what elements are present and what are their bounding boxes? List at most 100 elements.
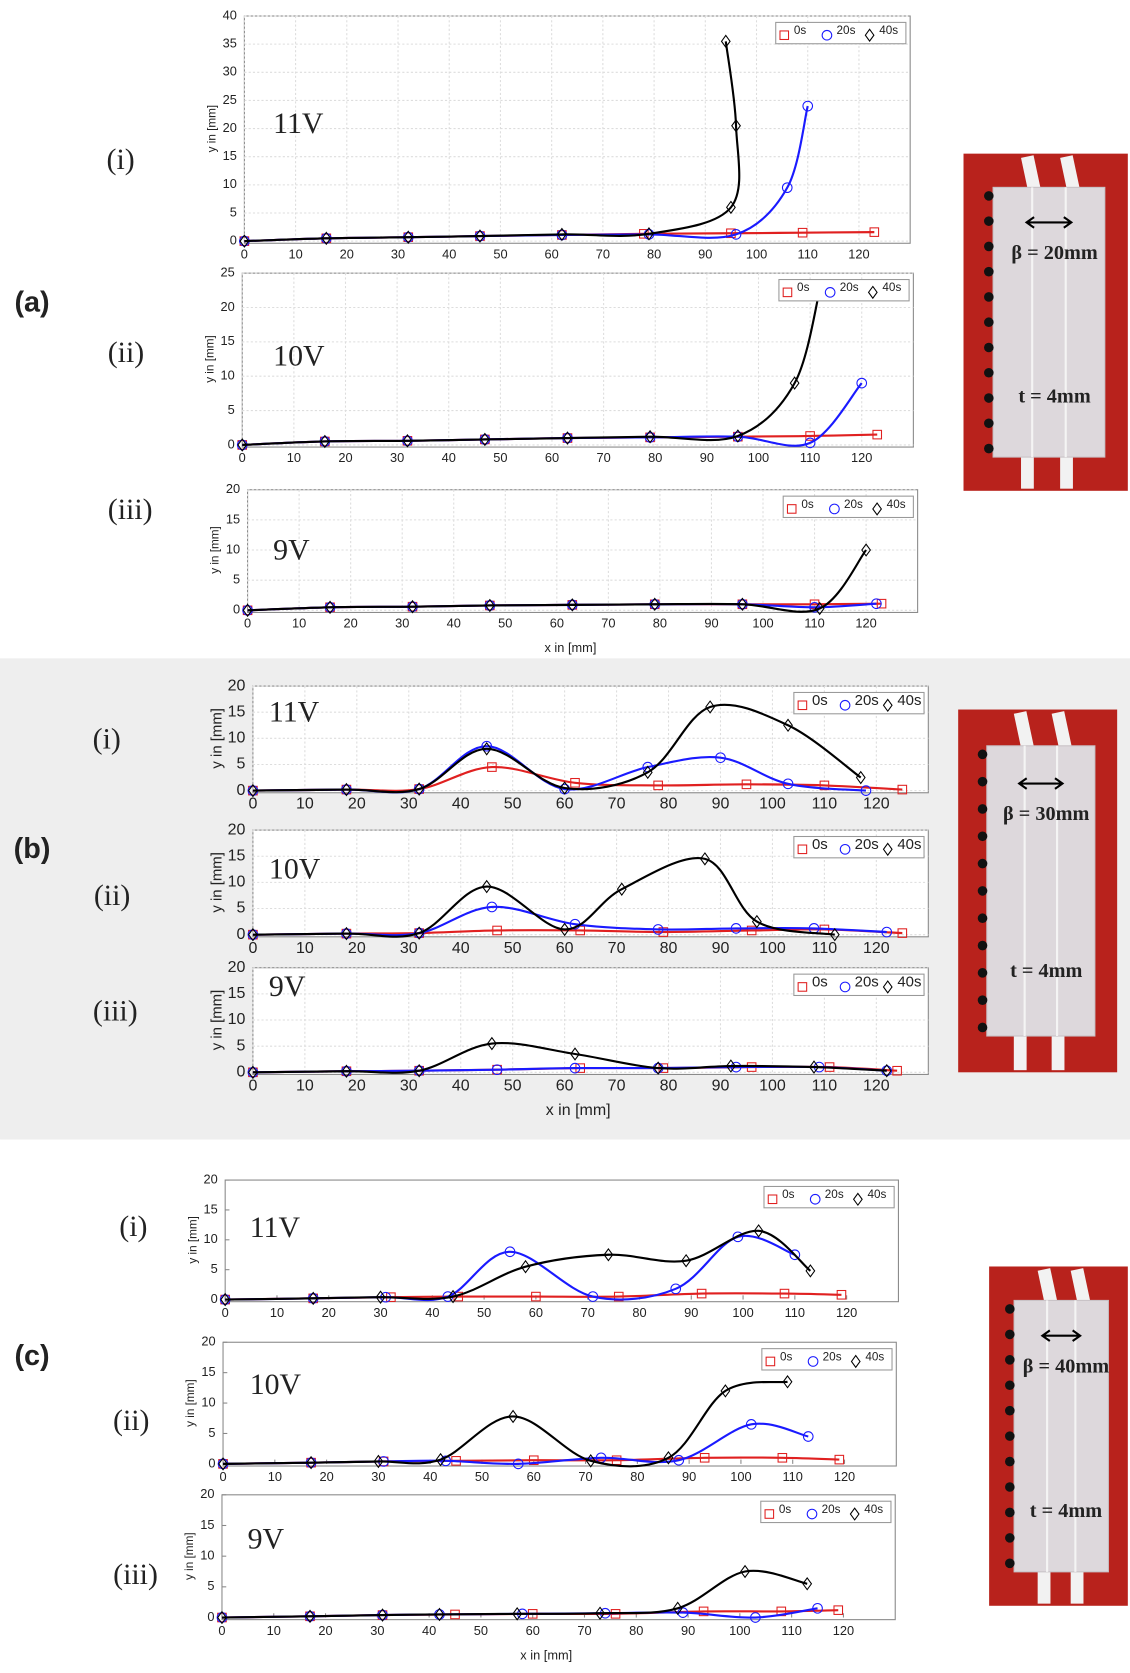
marker (732, 429, 743, 443)
marker (595, 1606, 605, 1620)
photo-dot (1005, 1507, 1015, 1518)
marker (726, 228, 736, 239)
y-axis-label: y in [mm] (209, 852, 226, 913)
marker (242, 603, 253, 618)
x-tick-label: 100 (759, 1077, 786, 1094)
photo-tab (1060, 450, 1073, 489)
marker (305, 1609, 315, 1624)
marker (836, 1289, 847, 1300)
x-tick-label: 10 (296, 1077, 314, 1094)
x-tick-label: 30 (390, 450, 404, 465)
x-tick-label: 20 (340, 246, 354, 261)
x-tick-label: 60 (527, 1469, 541, 1484)
marker (325, 600, 335, 615)
x-tick-label: 80 (630, 1469, 644, 1484)
legend-label: 0s (794, 24, 807, 37)
legend-marker (765, 1356, 776, 1367)
legend-label: 40s (897, 692, 921, 709)
marker (239, 234, 250, 248)
marker (672, 1601, 683, 1616)
marker (247, 1065, 258, 1080)
legend-marker (849, 1507, 860, 1521)
x-tick-label: 100 (759, 940, 786, 957)
legend-marker (797, 700, 808, 711)
x-tick-label: 30 (391, 246, 405, 261)
thickness-label: t = 4mm (1010, 960, 1082, 982)
legend-marker (882, 980, 893, 994)
marker (377, 1608, 388, 1622)
marker (528, 1455, 539, 1466)
photo-dot (984, 266, 994, 277)
series-line (252, 1041, 887, 1074)
x-tick-label: 20 (348, 1077, 366, 1094)
marker (321, 231, 332, 246)
marker (649, 597, 660, 612)
marker (789, 1249, 801, 1261)
legend-label: 0s (801, 498, 814, 511)
x-tick-label: 80 (647, 246, 661, 261)
photo-tab (1037, 1268, 1059, 1311)
marker (570, 1047, 580, 1061)
x-tick-label: 40 (423, 1469, 437, 1484)
marker (855, 770, 866, 785)
y-tick-label: 10 (228, 1011, 246, 1028)
marker (569, 1062, 581, 1074)
x-tick-label: 10 (267, 1623, 281, 1638)
x-tick-label: 10 (292, 616, 306, 631)
marker (414, 1063, 425, 1078)
photo-dot (977, 858, 988, 869)
marker (782, 778, 794, 790)
marker (699, 852, 710, 866)
legend (763, 1185, 895, 1209)
legend-label: 0s (780, 1350, 793, 1363)
marker (611, 1455, 622, 1466)
legend-label: 20s (840, 281, 859, 294)
chart: 0 5 10 15 20 0 10 20 30 40 50 60 70 80 90 100 110 120 y in… (209, 821, 929, 957)
legend-label: 0s (812, 974, 828, 991)
marker (809, 1060, 819, 1074)
legend-label: 20s (855, 692, 879, 709)
x-tick-label: 110 (812, 796, 838, 813)
x-tick-label: 90 (712, 940, 730, 957)
x-tick-label: 90 (712, 1077, 730, 1094)
y-tick-label: 25 (223, 92, 237, 107)
marker (741, 779, 752, 790)
x-tick-label: 120 (863, 940, 890, 957)
row-label: (iii) (108, 493, 153, 526)
series-line (221, 1569, 808, 1619)
legend (775, 21, 907, 45)
x-axis-label: x in [mm] (546, 1102, 611, 1119)
y-tick-label: 35 (223, 36, 237, 51)
photo-dot (984, 292, 994, 302)
y-tick-label: 20 (201, 1334, 215, 1349)
beta-label: β = 40mm (1023, 1355, 1110, 1377)
x-tick-label: 30 (400, 1077, 418, 1094)
legend-label: 40s (867, 1188, 886, 1201)
marker (789, 376, 800, 390)
legend-marker (872, 502, 883, 516)
x-tick-label: 0 (219, 1469, 226, 1484)
x-tick-label: 90 (712, 796, 730, 813)
y-tick-label: 5 (237, 1037, 246, 1054)
x-tick-label: 70 (596, 450, 610, 465)
photo-tab (1051, 1029, 1065, 1071)
photo-dot (977, 940, 988, 951)
marker (720, 34, 731, 49)
marker (753, 1224, 764, 1238)
series-line (247, 549, 867, 613)
row-label: (ii) (113, 1404, 149, 1437)
marker (696, 1288, 707, 1299)
legend-marker (824, 287, 836, 298)
x-tick-label: 70 (608, 940, 626, 957)
panel-label: (a) (14, 287, 49, 319)
legend-label: 40s (897, 974, 921, 991)
marker (492, 925, 502, 936)
legend-label: 40s (882, 281, 901, 294)
voltage-label: 9V (273, 534, 310, 567)
x-tick-label: 30 (395, 616, 409, 631)
y-tick-label: 0 (237, 1064, 246, 1081)
x-tick-label: 50 (504, 796, 522, 813)
x-tick-label: 90 (700, 450, 714, 465)
photo-tab (1021, 450, 1034, 489)
x-tick-label: 120 (834, 1469, 855, 1484)
